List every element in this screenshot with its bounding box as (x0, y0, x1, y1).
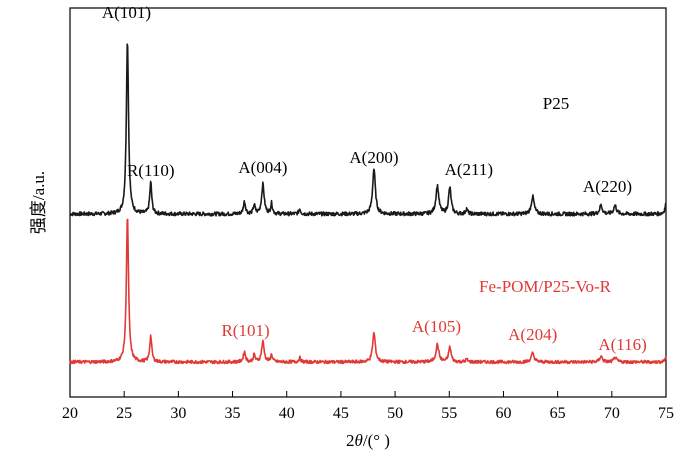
peak-annotations: A(101) R(110) A(004) A(200) A(211) A(220) R(10… (102, 3, 647, 354)
x-axis-title-part: θ (355, 431, 363, 450)
x-tick-label: 65 (550, 405, 566, 422)
x-axis-title: 2θ/(° ) (346, 431, 390, 450)
series-label: P25 (543, 94, 569, 113)
x-tick-label: 25 (116, 405, 132, 422)
peak-annotation: A(211) (445, 160, 493, 179)
peak-annotation: A(116) (598, 335, 646, 354)
x-axis-title-part: /(° ) (363, 431, 390, 450)
x-tick-label: 40 (279, 405, 295, 422)
x-tick-label: 35 (225, 405, 241, 422)
peak-annotation: A(220) (583, 177, 632, 196)
x-tick-label: 50 (387, 405, 403, 422)
series-labels: P25 Fe-POM/P25-Vo-R (479, 94, 612, 296)
peak-annotation: R(110) (127, 161, 175, 180)
x-tick-label: 60 (495, 405, 511, 422)
series-label: Fe-POM/P25-Vo-R (479, 277, 612, 296)
x-tick-label: 55 (441, 405, 457, 422)
x-tick-label: 30 (170, 405, 186, 422)
x-tick-label: 70 (604, 405, 620, 422)
peak-annotation: A(101) (102, 3, 151, 22)
series-line-1 (69, 218, 667, 365)
x-tick-label: 20 (62, 405, 78, 422)
x-axis-ticks: 20 25 30 35 40 45 50 55 60 65 70 75 (62, 391, 674, 422)
x-tick-label: 75 (658, 405, 674, 422)
plot-frame (69, 7, 667, 398)
peak-annotation: A(200) (349, 148, 398, 167)
peak-annotation: R(101) (221, 321, 269, 340)
plot-border (69, 7, 667, 398)
series-layer (69, 43, 667, 365)
peak-annotation: A(204) (508, 325, 557, 344)
series-line-0 (69, 43, 667, 217)
x-tick-label: 45 (333, 405, 349, 422)
peak-annotation: A(004) (238, 158, 287, 177)
y-axis-title: 强度/a.u. (29, 171, 48, 234)
peak-annotation: A(105) (412, 317, 461, 336)
x-axis-title-part: 2 (346, 431, 355, 450)
